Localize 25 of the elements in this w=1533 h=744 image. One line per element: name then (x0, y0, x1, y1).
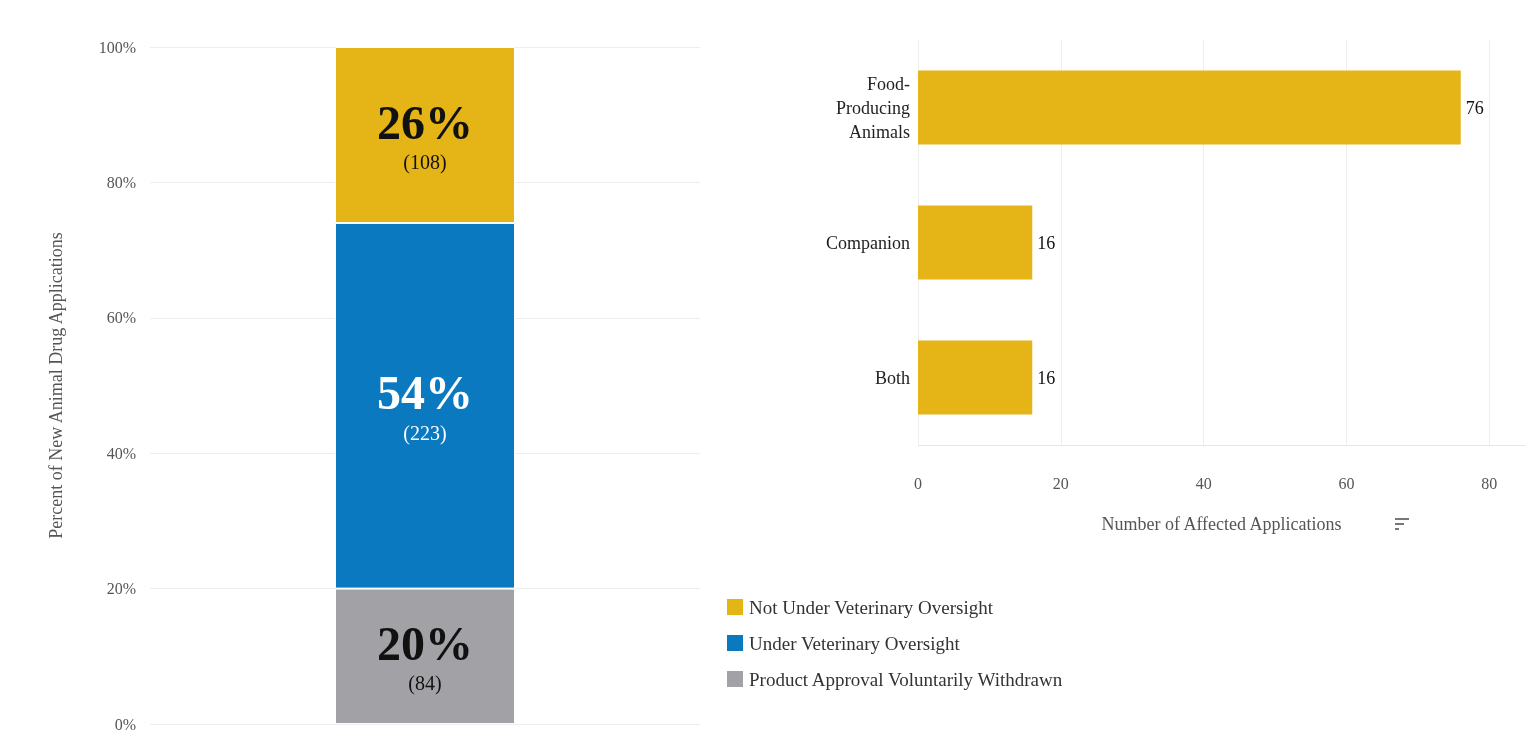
y-tick-label: Both (874, 367, 910, 388)
y-tick-label: Companion (826, 232, 910, 253)
y-tick-label: 100% (98, 38, 136, 56)
data-label: 16 (1037, 367, 1056, 388)
data-label: 26% (108) (377, 95, 473, 175)
x-tick-label: 40 (1195, 474, 1212, 492)
legend-label: Product Approval Voluntarily Withdrawn (749, 668, 1063, 690)
y-axis-title: Percent of New Animal Drug Applications (46, 232, 66, 539)
y-tick-label: 40% (106, 444, 136, 462)
data-label: 20% (84) (377, 616, 473, 696)
x-tick-label: 60 (1338, 474, 1355, 492)
y-tick-label: 80% (106, 173, 136, 191)
y-tick-label: 0% (114, 715, 136, 733)
y-tick-label: 60% (106, 309, 136, 327)
data-label: 76 (1465, 97, 1484, 118)
y-tick-label: Food- Producing Animals (836, 73, 910, 142)
legend-label: Not Under Veterinary Oversight (749, 596, 994, 618)
x-tick-label: 20 (1052, 474, 1069, 492)
x-tick-label: 80 (1481, 474, 1498, 492)
data-label: 16 (1037, 232, 1056, 253)
legend-label: Under Veterinary Oversight (749, 632, 961, 654)
data-label: 54% (223) (377, 366, 473, 445)
y-tick-label: 20% (106, 580, 136, 598)
x-axis-title: Number of Affected Applications (1101, 514, 1342, 534)
x-tick-label: 0 (914, 474, 922, 492)
